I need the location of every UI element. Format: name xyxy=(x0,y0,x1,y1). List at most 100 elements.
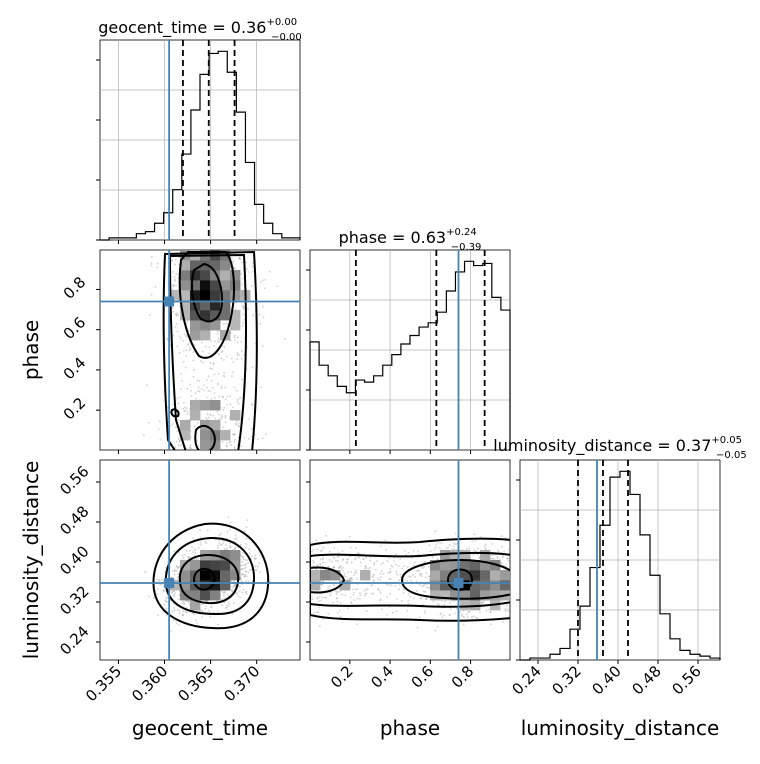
sample-point xyxy=(235,423,238,426)
sample-point xyxy=(209,413,211,416)
hist-phase xyxy=(309,260,511,450)
sample-point xyxy=(175,313,178,316)
sample-point xyxy=(264,278,267,281)
sample-point xyxy=(249,569,251,571)
sample-point xyxy=(241,572,244,575)
sample-point xyxy=(150,264,153,267)
sample-point xyxy=(228,603,231,605)
sample-point xyxy=(257,438,259,441)
sample-point xyxy=(221,414,223,417)
sample-point xyxy=(223,590,226,592)
sample-point xyxy=(233,336,236,339)
sample-point xyxy=(333,584,335,586)
density-cell xyxy=(340,580,351,591)
sample-point xyxy=(220,532,222,535)
sample-point xyxy=(225,444,228,447)
sample-point xyxy=(179,444,182,447)
sample-point xyxy=(420,575,423,577)
sample-point xyxy=(355,623,358,626)
density-cell xyxy=(210,420,221,431)
sample-point xyxy=(259,322,262,325)
sample-point xyxy=(332,601,334,604)
x-tick-label: 0.4 xyxy=(367,662,397,692)
sample-point xyxy=(364,592,367,595)
sample-point xyxy=(172,285,175,288)
sample-point xyxy=(468,547,471,550)
sample-point xyxy=(166,601,169,603)
sample-point xyxy=(244,575,247,578)
sample-point xyxy=(232,406,234,409)
sample-point xyxy=(332,566,335,569)
sample-point xyxy=(428,575,431,578)
sample-point xyxy=(376,577,379,580)
sample-point xyxy=(341,593,343,596)
sample-point xyxy=(321,580,324,583)
density-cell xyxy=(200,440,211,450)
sample-point xyxy=(232,580,235,583)
density-cell xyxy=(210,580,221,591)
sample-point xyxy=(320,550,322,553)
sample-point xyxy=(434,530,437,532)
sample-point xyxy=(386,596,389,598)
sample-point xyxy=(386,560,389,562)
title-phase-down: −0.39 xyxy=(451,242,482,253)
sample-point xyxy=(359,594,362,596)
sample-point xyxy=(187,556,190,558)
sample-point xyxy=(242,588,245,591)
sample-point xyxy=(156,578,158,581)
sample-point xyxy=(258,562,260,565)
sample-point xyxy=(242,308,245,310)
sample-point xyxy=(188,346,191,348)
sample-point xyxy=(385,548,388,551)
sample-point xyxy=(145,384,148,386)
sample-point xyxy=(504,610,507,612)
sample-point xyxy=(196,621,198,624)
sample-point xyxy=(238,257,241,260)
sample-point xyxy=(418,584,421,586)
sample-point xyxy=(184,406,186,409)
sample-point xyxy=(236,354,239,356)
sample-point xyxy=(424,590,427,593)
density-cell xyxy=(220,430,231,441)
sample-point xyxy=(363,589,366,592)
sample-point xyxy=(224,548,226,550)
density-cell xyxy=(210,590,221,601)
density-cell xyxy=(220,290,231,301)
density-cell xyxy=(180,420,191,431)
sample-point xyxy=(185,335,188,338)
sample-point xyxy=(453,548,456,550)
xlabel-phase: phase xyxy=(380,716,440,740)
sample-point xyxy=(185,349,188,352)
sample-point xyxy=(276,285,279,288)
density-cell xyxy=(170,290,181,301)
sample-point xyxy=(497,550,500,553)
sample-point xyxy=(207,389,210,392)
sample-point xyxy=(173,570,176,573)
sample-point xyxy=(233,547,236,550)
density-cell xyxy=(200,430,211,441)
sample-point xyxy=(214,417,217,420)
title-phase-up: +0.24 xyxy=(446,227,477,238)
sample-point xyxy=(334,590,337,592)
sample-point xyxy=(255,557,257,560)
sample-point xyxy=(461,614,463,617)
density-cell xyxy=(200,320,211,331)
sample-point xyxy=(172,619,175,622)
sample-point xyxy=(219,544,222,546)
density-cell xyxy=(220,260,231,271)
sample-point xyxy=(328,559,331,561)
sample-point xyxy=(232,602,235,604)
sample-point xyxy=(234,334,236,337)
sample-point xyxy=(239,596,241,599)
sample-point xyxy=(150,262,153,264)
density-cell xyxy=(180,580,191,591)
sample-point xyxy=(380,576,382,578)
sample-point xyxy=(192,376,195,378)
sample-point xyxy=(206,413,209,416)
sample-point xyxy=(311,598,314,601)
sample-point xyxy=(252,314,255,317)
sample-point xyxy=(177,418,179,421)
sample-point xyxy=(424,576,427,579)
sample-point xyxy=(226,395,229,398)
sample-point xyxy=(241,561,244,563)
